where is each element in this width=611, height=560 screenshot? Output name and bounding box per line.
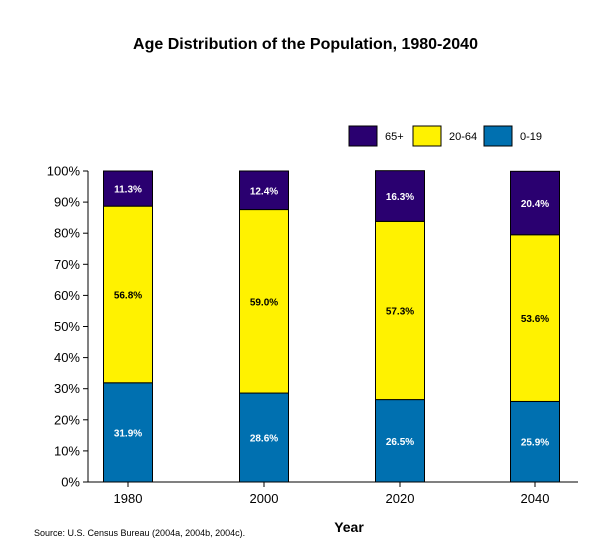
bar-segment-65+	[103, 170, 153, 207]
data-label: 28.6%	[250, 434, 278, 445]
data-label: 25.9%	[521, 438, 549, 449]
data-label: 11.3%	[114, 185, 142, 196]
data-label: 16.3%	[386, 192, 414, 203]
bars: 31.9% 56.8% 11.3% 28.6% 59.0% 12.4% 26.5% 57.3%…	[103, 170, 560, 483]
bar-segment-65+	[375, 170, 425, 222]
y-tick-label: 100%	[47, 164, 81, 179]
bar-segment-65+	[239, 170, 289, 211]
y-tick-label: 40%	[54, 350, 80, 365]
bar-segment-0-19	[375, 399, 425, 483]
y-tick-label: 30%	[54, 381, 80, 396]
x-axis-title: Year	[334, 519, 364, 535]
x-tick-label: 2040	[521, 491, 550, 506]
bar-segment-0-19	[510, 400, 560, 483]
data-label: 57.3%	[386, 306, 414, 317]
y-tick-label: 0%	[61, 475, 80, 490]
y-tick-label: 10%	[54, 443, 80, 458]
x-tick-label: 2020	[386, 491, 415, 506]
x-tick-label: 1980	[114, 491, 143, 506]
y-axis: 0% 10% 20% 30% 40% 50% 60% 70% 80% 90% 100%	[47, 164, 89, 490]
bar-segment-20-64	[375, 220, 425, 401]
x-tick-label: 2000	[250, 491, 279, 506]
y-tick-label: 60%	[54, 288, 80, 303]
legend-label: 20-64	[449, 131, 477, 143]
legend-swatch-65+	[348, 125, 378, 147]
y-tick-label: 90%	[54, 195, 80, 210]
legend-swatch-20-64	[412, 125, 442, 147]
source-note: Source: U.S. Census Bureau (2004a, 2004b…	[34, 528, 246, 538]
data-label: 59.0%	[250, 297, 278, 308]
legend-swatch-0-19	[483, 125, 513, 147]
y-tick-label: 70%	[54, 257, 80, 272]
data-label: 20.4%	[521, 199, 549, 210]
x-axis: 1980 2000 2020 2040 Year	[88, 481, 578, 535]
bar-segment-65+	[510, 170, 560, 236]
legend: 65+ 20-64 0-19	[348, 125, 542, 147]
y-tick-label: 50%	[54, 319, 80, 334]
legend-label: 0-19	[520, 131, 542, 143]
bar-segment-20-64	[510, 234, 560, 402]
y-tick-label: 80%	[54, 226, 80, 241]
y-tick-label: 20%	[54, 412, 80, 427]
data-label: 26.5%	[386, 437, 414, 448]
data-label: 12.4%	[250, 186, 278, 197]
chart-title: Age Distribution of the Population, 1980…	[133, 36, 478, 53]
data-label: 53.6%	[521, 314, 549, 325]
legend-label: 65+	[385, 131, 404, 143]
bar-segment-20-64	[239, 209, 289, 394]
data-label: 31.9%	[114, 428, 142, 439]
data-label: 56.8%	[114, 290, 142, 301]
